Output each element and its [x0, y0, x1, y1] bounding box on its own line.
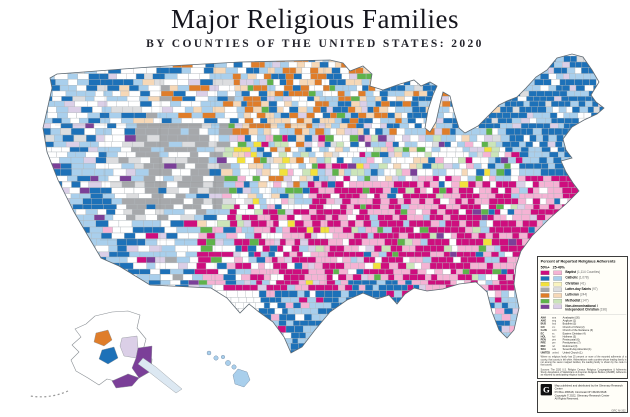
legend-family-baptist: Baptist (1,114 Counties) [540, 270, 627, 275]
legend-abbrev-row: ANA ana Anabaptist (30) [540, 315, 580, 319]
alaska-panhandle [137, 357, 183, 394]
legend-family-lds: Latter-day Saints (97) [540, 287, 627, 292]
legend-family-lutheran: Lutheran (244) [540, 292, 627, 298]
legend-abbrev-row: ANG ang Anglican (1) [540, 319, 577, 323]
publisher-panel: G Map published and distributed by the G… [537, 381, 628, 413]
legend-family-label: Methodist (147) [565, 298, 589, 303]
legend-family-label: Latter-day Saints (97) [565, 287, 598, 291]
alaska-patch-blue [98, 346, 119, 365]
legend-note-2: Sources: The 2020 U.S. Religion Census: … [540, 368, 627, 377]
swatch-25-catholic [553, 276, 562, 281]
alaska-patch-purple-coast [111, 373, 140, 389]
swatch-50-nondenom [540, 304, 550, 309]
swatch-50-christian [540, 281, 550, 287]
swatch-50-lutheran [540, 293, 550, 298]
alaska-inset [29, 310, 183, 398]
publisher-code: GRC M-332 [611, 408, 626, 412]
legend-family-nondenom: Non-denominational / Independent Christia… [540, 304, 627, 312]
legend-family-label: Christian (41) [565, 281, 586, 286]
legend-family-label: Baptist (1,114 Counties) [565, 270, 601, 274]
swatch-25-lds [553, 287, 562, 292]
swatch-50-lds [540, 287, 550, 292]
aleutian-islands [29, 390, 69, 398]
hawaii-big-island [232, 368, 251, 388]
legend-column-headers: 50%+ 25-49% [541, 265, 627, 269]
swatch-25-christian [553, 281, 562, 287]
legend-abbreviation-list: ANA ana Anabaptist (30) ANG ang Anglican (1) B… [540, 313, 627, 354]
swatch-25-lutheran [553, 293, 562, 298]
swatch-25-nondenom [553, 304, 562, 309]
hawaii-island [220, 354, 226, 360]
legend-family-label: Lutheran (244) [565, 292, 588, 297]
legend-abbrev-row: HOL hol Holiness (3) [540, 334, 577, 338]
legend-family-label: Non-denominational / Independent Christia… [565, 304, 608, 312]
legend-abbrev-row: UNITED united United Church (1) [540, 350, 583, 354]
legend-abbrev-row: PRE pre Presbyterian (7) [540, 341, 581, 345]
legend-abbrev-row: C/C c/c Church of Christ (2) [540, 325, 585, 329]
legend-abbrev-row: CofN cofn Church of the Nazarene (3) [540, 328, 593, 332]
hawaii-island [225, 360, 231, 366]
swatch-50-catholic [540, 276, 550, 281]
legend-family-christian: Christian (41) [540, 281, 627, 287]
swatch-25-baptist [553, 270, 562, 275]
publisher-text: Map published and distributed by the Gle… [554, 383, 623, 401]
legend-family-label: Catholic (1,078) [565, 275, 589, 280]
legend-family-methodist: Methodist (147) [540, 298, 627, 304]
hawaii-island [206, 350, 212, 356]
state-borders [46, 60, 330, 305]
legend-panel: Percent of Reported Religious Adherents … [537, 256, 628, 379]
alaska-patch-orange [93, 329, 113, 347]
swatch-25-methodist [553, 298, 562, 304]
swatch-50-methodist [540, 298, 550, 304]
glenmary-logo-icon: G [540, 383, 552, 396]
legend-col-50: 50%+ [540, 265, 550, 270]
legend-family-catholic: Catholic (1,078) [540, 275, 627, 281]
hawaii-island [213, 355, 219, 361]
legend-abbrev-row: SDA sda Seventh-day Adventist (1) [540, 347, 592, 351]
legend-family-list: Baptist (1,114 Counties) Catholic (1,078)… [540, 270, 627, 312]
hawaii-inset [206, 350, 251, 388]
legend-col-25: 25-49% [552, 265, 565, 270]
legend-abbrev-row: BUD bud Buddhist (3) [540, 322, 577, 326]
legend-title: Percent of Reported Religious Adherents [540, 259, 616, 264]
legend-abbrev-row: PEN pen Pentecostal (6) [540, 338, 580, 342]
legend-note-1: Where no religious family has 25 percent… [540, 355, 627, 367]
swatch-50-baptist [540, 270, 550, 275]
hawaii-island [231, 364, 237, 370]
legend-abbrev-row: REF ref Reformed (3) [540, 344, 578, 348]
legend-abbrev-row: EC ec Eastern Christian (4) [540, 331, 586, 335]
